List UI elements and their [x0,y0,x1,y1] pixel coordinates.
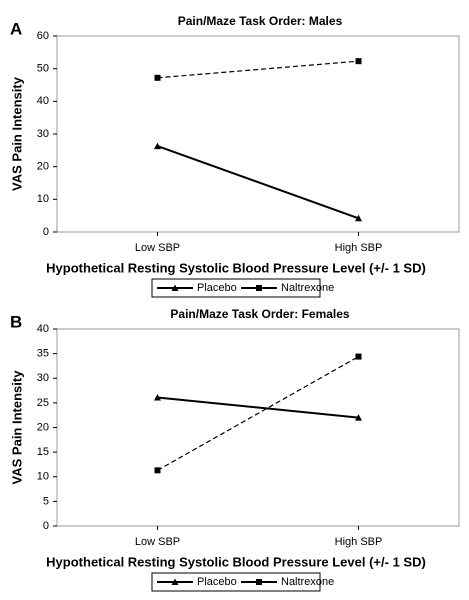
legend-marker [256,579,262,585]
x-tick-label: High SBP [335,536,383,548]
x-axis-label: Hypothetical Resting Systolic Blood Pres… [46,554,426,569]
y-tick-label: 30 [37,128,49,140]
y-tick-label: 10 [37,471,49,483]
legend-box [151,572,321,592]
panel-label: A [10,19,22,38]
plot-area [56,35,460,233]
data-point [154,393,161,401]
series-line [157,356,359,471]
data-point [355,414,362,421]
y-tick-label: 10 [37,193,49,205]
series-line [157,396,359,419]
data-point [154,74,161,81]
y-tick-label: 20 [37,421,49,433]
y-tick-label: 35 [37,348,49,360]
chart-title: Pain/Maze Task Order: Males [178,14,343,28]
chart-title: Pain/Maze Task Order: Females [170,307,350,321]
data-point [355,58,362,65]
data-point [355,353,362,360]
y-axis-label: VAS Pain Intensity [9,76,24,191]
y-tick-label: 40 [37,95,49,107]
y-axis-label: VAS Pain Intensity [9,370,24,485]
plot-area [56,328,460,527]
legend-label: Placebo [197,282,237,294]
y-tick-label: 5 [43,495,49,507]
legend-label: Naltrexone [281,282,334,294]
y-tick-label: 25 [37,397,49,409]
y-tick-label: 0 [43,226,49,238]
x-axis-label: Hypothetical Resting Systolic Blood Pres… [46,260,426,275]
series-line [157,145,359,220]
y-tick-label: 50 [37,63,49,75]
y-tick-label: 0 [43,520,49,532]
legend-box [151,278,321,298]
data-point [154,142,161,150]
y-tick-label: 40 [37,323,49,335]
x-tick-label: Low SBP [135,536,180,548]
y-tick-label: 60 [37,30,49,42]
series-line [157,60,359,79]
data-point [154,467,161,474]
x-tick-label: High SBP [335,242,383,254]
x-tick-label: Low SBP [135,242,180,254]
data-point [355,214,362,222]
panel-label: B [10,312,22,331]
y-tick-label: 15 [37,446,49,458]
y-tick-label: 20 [37,161,49,173]
legend-marker [171,284,179,291]
legend-marker [171,578,179,585]
legend-marker [256,285,262,291]
y-tick-label: 30 [37,372,49,384]
legend-label: Placebo [197,576,237,588]
legend-label: Naltrexone [281,576,334,588]
